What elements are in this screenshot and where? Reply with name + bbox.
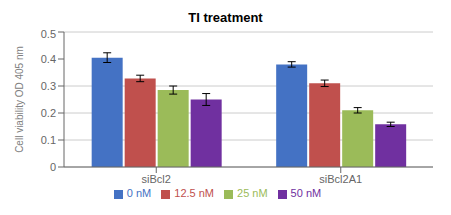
- html-text:25 nM: 25 nM: [237, 187, 268, 199]
- svg-text:0: 0: [50, 161, 56, 173]
- svg-text:siBcl2A1: siBcl2A1: [319, 173, 362, 185]
- svg-text:0.3: 0.3: [41, 80, 56, 92]
- html-text:50 nM: 50 nM: [290, 187, 322, 199]
- html-text:12.5 nM: 12.5 nM: [174, 187, 214, 199]
- svg-text:Cell viability OD 405 nm: Cell viability OD 405 nm: [14, 46, 25, 153]
- svg-text:0.2: 0.2: [41, 107, 56, 119]
- svg-text:0.1: 0.1: [41, 134, 56, 146]
- svg-text:0.4: 0.4: [41, 53, 56, 65]
- svg-text:0.5: 0.5: [41, 28, 56, 40]
- html-text:0 nM: 0 nM: [126, 187, 152, 199]
- html-text:TI treatment: TI treatment: [188, 10, 263, 25]
- svg-text:siBcl2: siBcl2: [142, 173, 171, 185]
